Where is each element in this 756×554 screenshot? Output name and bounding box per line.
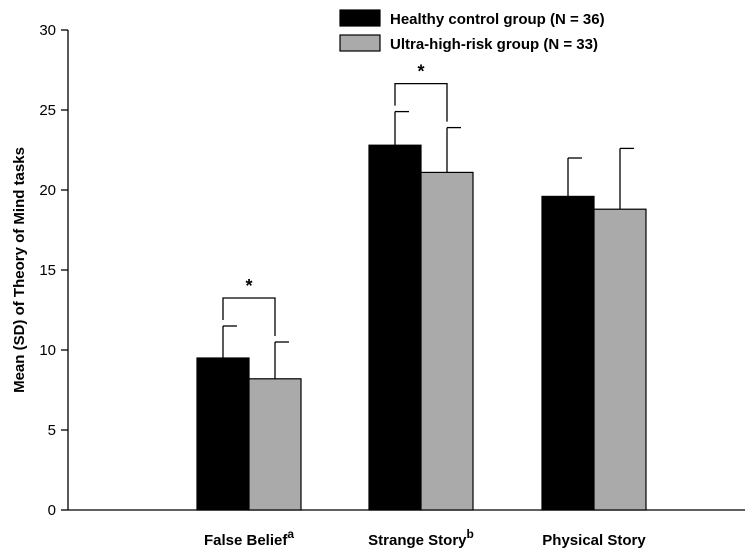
- bar-healthy-control-2: [541, 195, 595, 511]
- bar-ultra-high-risk-0: [248, 378, 302, 511]
- y-tick-label: 10: [39, 342, 56, 359]
- bar-ultra-high-risk-2: [593, 208, 647, 511]
- bar-ultra-high-risk-1: [420, 171, 474, 511]
- y-tick-label: 25: [39, 102, 56, 119]
- significance-bracket: [394, 82, 448, 122]
- x-category-label: Physical Story: [542, 532, 646, 549]
- significance-star: *: [245, 276, 252, 296]
- bar-healthy-control-0: [196, 357, 250, 511]
- x-axis-labels: False Beliefa Strange Storyb Physical Stor…: [204, 527, 646, 549]
- legend-swatch: [339, 9, 381, 27]
- bars: [196, 144, 647, 511]
- legend-swatch: [339, 34, 381, 52]
- y-tick-label: 20: [39, 182, 56, 199]
- y-tick-label: 0: [48, 502, 56, 519]
- error-bars: [222, 110, 634, 379]
- significance-bracket: [222, 297, 276, 336]
- legend-label: Ultra-high-risk group (N = 33): [390, 36, 598, 53]
- x-category-label: Strange Storyb: [368, 527, 474, 549]
- legend-label: Healthy control group (N = 36): [390, 11, 605, 28]
- significance-star: *: [417, 62, 424, 82]
- y-axis-label: Mean (SD) of Theory of Mind tasks: [11, 147, 28, 393]
- x-category-label: False Beliefa: [204, 527, 294, 549]
- axes: 0 5 10 15 20 25 30: [39, 22, 745, 519]
- bar-healthy-control-1: [368, 144, 422, 511]
- y-tick-label: 5: [48, 422, 56, 439]
- legend: Healthy control group (N = 36) Ultra-high…: [339, 9, 605, 53]
- significance-markers: **: [222, 62, 448, 336]
- y-tick-label: 15: [39, 262, 56, 279]
- y-tick-label: 30: [39, 22, 56, 39]
